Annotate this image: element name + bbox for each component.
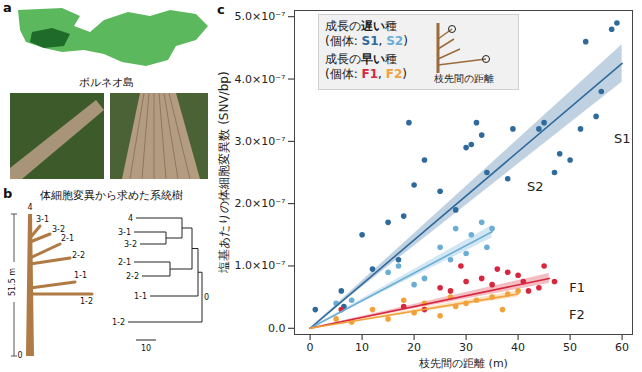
svg-text:1-1: 1-1 [74,271,87,280]
svg-text:1-2: 1-2 [80,297,93,306]
svg-text:2-1: 2-1 [61,234,74,243]
svg-text:塩基あたりの体細胞変異数 (SNV/bp): 塩基あたりの体細胞変異数 (SNV/bp) [217,71,231,273]
svg-text:a: a [3,0,12,15]
svg-text:0.0: 0.0 [268,322,286,335]
svg-text:50: 50 [563,341,577,354]
svg-text:1.0×10⁻⁷: 1.0×10⁻⁷ [235,259,286,272]
svg-text:40: 40 [511,341,525,354]
svg-text:4: 4 [27,203,32,212]
svg-text:3.0×10⁻⁷: 3.0×10⁻⁷ [235,135,286,148]
svg-text:1-1: 1-1 [134,292,147,301]
html-text:(個体: S1, S2): (個体: S1, S2) [325,34,408,48]
svg-text:b: b [3,186,12,201]
svg-text:2-1: 2-1 [118,258,131,267]
html-text:成長の早い種: 成長の早い種 [325,52,397,66]
svg-text:1-2: 1-2 [112,318,125,327]
svg-text:枝先間の距離: 枝先間の距離 [433,73,494,84]
svg-text:c: c [217,2,225,17]
html-text:成長の遅い種: 成長の遅い種 [325,19,397,33]
svg-text:30: 30 [459,341,473,354]
svg-text:2.0×10⁻⁷: 2.0×10⁻⁷ [235,197,286,210]
svg-text:体細胞変異から求めた系統樹: 体細胞変異から求めた系統樹 [40,189,183,201]
svg-text:20: 20 [407,341,421,354]
svg-text:0: 0 [204,293,209,302]
svg-text:枝先間の距離 (m): 枝先間の距離 (m) [418,357,508,370]
svg-text:2-2: 2-2 [72,251,85,260]
svg-text:0: 0 [17,351,22,360]
svg-text:F2: F2 [569,307,585,322]
svg-text:3-2: 3-2 [52,225,65,234]
svg-text:51.5 m: 51.5 m [8,268,17,296]
svg-text:4: 4 [128,214,133,223]
svg-text:60: 60 [615,341,629,354]
svg-text:S2: S2 [527,179,544,194]
svg-text:3-2: 3-2 [124,240,137,249]
svg-text:S1: S1 [614,131,631,146]
svg-text:F1: F1 [569,280,585,295]
svg-text:ボルネオ島: ボルネオ島 [79,76,134,89]
svg-text:4.0×10⁻⁷: 4.0×10⁻⁷ [235,73,286,86]
svg-text:10: 10 [141,344,151,353]
svg-text:10: 10 [355,341,369,354]
svg-text:5.0×10⁻⁷: 5.0×10⁻⁷ [235,10,286,23]
svg-text:3-1: 3-1 [118,228,131,237]
svg-text:3-1: 3-1 [36,215,49,224]
html-text:(個体: F1, F2): (個体: F1, F2) [325,67,407,81]
svg-text:0: 0 [307,341,314,354]
svg-text:2-2: 2-2 [126,272,139,281]
